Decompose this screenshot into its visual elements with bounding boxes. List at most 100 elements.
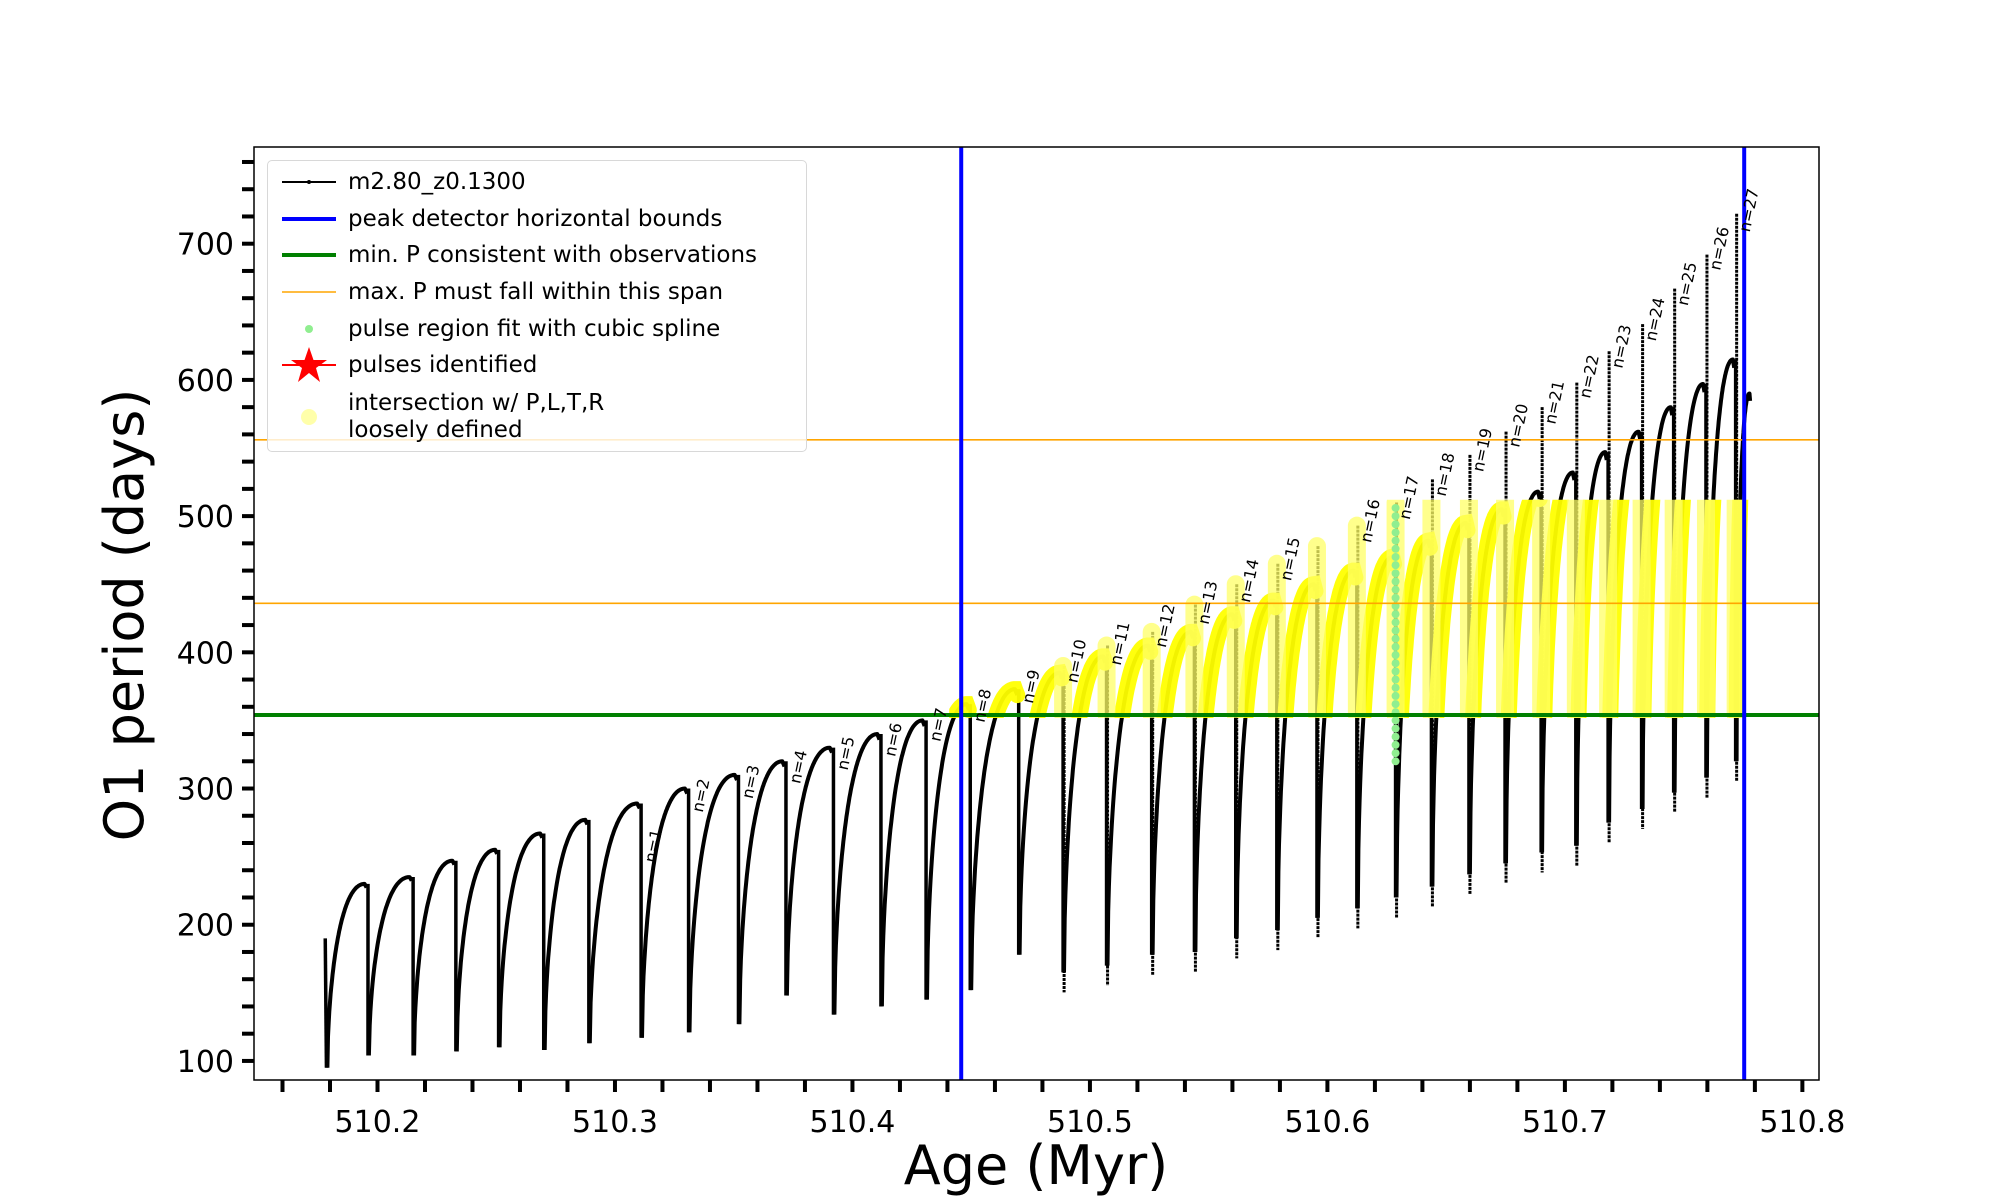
legend-label: m2.80_z0.1300 [348, 168, 526, 195]
spline-fit-point [1391, 561, 1400, 570]
series-arch [687, 772, 739, 1033]
pulse-label: n=14 [1235, 557, 1263, 604]
pulse-label: n=19 [1468, 426, 1496, 473]
pulse-label: n=16 [1356, 497, 1384, 544]
spline-fit-point [1391, 577, 1400, 586]
x-tick-label: 510.3 [572, 1105, 658, 1140]
spline-fit-point [1391, 626, 1400, 635]
y-tick-label: 300 [177, 773, 234, 808]
legend-red-star-icon [268, 347, 348, 383]
pulse-label: n=15 [1276, 535, 1304, 582]
legend-green-line-icon [268, 237, 348, 273]
spline-fit-point [1391, 634, 1400, 643]
pulse-label: n=8 [970, 687, 996, 724]
spline-fit-point [1391, 716, 1400, 725]
legend-orange-line-icon [268, 274, 348, 310]
x-tick-label: 510.7 [1522, 1105, 1608, 1140]
series-arch [587, 801, 642, 1044]
legend-label: pulse region fit with cubic spline [348, 315, 721, 342]
x-tick-label: 510.5 [1047, 1105, 1133, 1140]
legend-label-line2: loosely defined [348, 417, 523, 443]
spline-fit-point [1391, 700, 1400, 709]
spline-fit-point [1391, 520, 1400, 529]
ticks-layer: 510.2 510.3 510.4 510.5 510.6 510.7 510.8 100 20… [177, 159, 1845, 1140]
pulse-label: n=26 [1705, 225, 1733, 272]
spline-fit-point [1391, 749, 1400, 758]
pulse-label: n=17 [1395, 474, 1423, 521]
spline-fit-point [1391, 569, 1400, 578]
pulse-label: n=21 [1540, 379, 1568, 426]
spline-fit-point [1391, 691, 1400, 700]
series-arch [412, 858, 457, 1056]
axes-frame [253, 146, 1820, 1081]
y-axis-label: O1 period (days) [93, 389, 156, 842]
legend: m2.80_z0.1300 peak detector horizontal b… [267, 160, 807, 452]
pulse-label: n=25 [1673, 260, 1701, 307]
legend-label: max. P must fall within this span [348, 278, 724, 305]
pulse-label: n=20 [1504, 402, 1532, 449]
legend-yellow-dot-icon [268, 399, 348, 435]
series-arch [497, 831, 545, 1048]
spline-fit-point [1391, 552, 1400, 561]
spline-fit-point [1391, 528, 1400, 537]
series-arch [366, 875, 414, 1056]
spline-fit-point [1391, 683, 1400, 692]
spline-fit-point [1391, 724, 1400, 733]
spline-fit-point [1391, 585, 1400, 594]
x-tick-label: 510.6 [1284, 1105, 1370, 1140]
reference-lines-layer [254, 147, 1819, 1080]
series-arch [325, 881, 369, 1068]
spline-fit-point [1391, 642, 1400, 651]
pulse-label: n=23 [1607, 323, 1635, 370]
spline-fit-point [1391, 610, 1400, 619]
y-tick-label: 500 [177, 500, 234, 535]
series-arch [737, 759, 787, 1025]
spline-fit-point [1391, 651, 1400, 660]
spline-fit-point [1391, 740, 1400, 749]
legend-label: intersection w/ P,L,T,R [348, 390, 605, 416]
y-tick-label: 600 [177, 364, 234, 399]
pulse-label: n=24 [1641, 296, 1669, 343]
series-arch [969, 687, 1020, 991]
legend-item-min-p: min. P consistent with observations [268, 237, 757, 273]
legend-label: peak detector horizontal bounds [348, 205, 723, 232]
y-tick-label: 400 [177, 636, 234, 671]
legend-item-max-p: max. P must fall within this span [268, 274, 723, 310]
spline-fit-point [1391, 732, 1400, 741]
spline-fit-point [1391, 544, 1400, 553]
series-arch [832, 732, 882, 1015]
x-axis-label: Age (Myr) [904, 1134, 1169, 1197]
series-arch [784, 745, 834, 996]
legend-item-series: m2.80_z0.1300 [268, 164, 526, 200]
legend-item-pulses: pulses identified [268, 347, 537, 383]
legend-label: pulses identified [348, 351, 538, 378]
pulse-label: n=18 [1431, 451, 1459, 498]
y-tick-label: 100 [177, 1045, 234, 1080]
legend-item-intersection: intersection w/ P,L,T,R loosely defined [268, 389, 604, 445]
spline-fit-point [1391, 667, 1400, 676]
series-arch [879, 718, 927, 1007]
spline-fit-point [1391, 593, 1400, 602]
pulse-label: n=27 [1735, 187, 1763, 234]
spline-fit-point [1391, 675, 1400, 684]
x-tick-label: 510.4 [810, 1105, 896, 1140]
x-tick-label: 510.2 [335, 1105, 421, 1140]
series-arch [454, 847, 499, 1052]
series-arch [640, 786, 690, 1038]
y-tick-label: 200 [177, 909, 234, 944]
series-arch [542, 817, 590, 1051]
spline-fit-point [1391, 618, 1400, 627]
legend-item-peak-bounds: peak detector horizontal bounds [268, 201, 722, 237]
y-tick-label: 700 [177, 228, 234, 263]
legend-green-dot-icon [268, 311, 348, 347]
legend-item-spline: pulse region fit with cubic spline [268, 311, 720, 347]
pulse-label: n=22 [1575, 353, 1603, 400]
legend-blue-line-icon [268, 201, 348, 237]
intersection-arch-mark [986, 681, 1026, 718]
pulse-label: n=1 [640, 827, 666, 864]
spline-fit-point [1391, 659, 1400, 668]
spline-fit-point [1391, 757, 1400, 766]
legend-label: min. P consistent with observations [348, 241, 758, 268]
spline-fit-point [1391, 536, 1400, 545]
